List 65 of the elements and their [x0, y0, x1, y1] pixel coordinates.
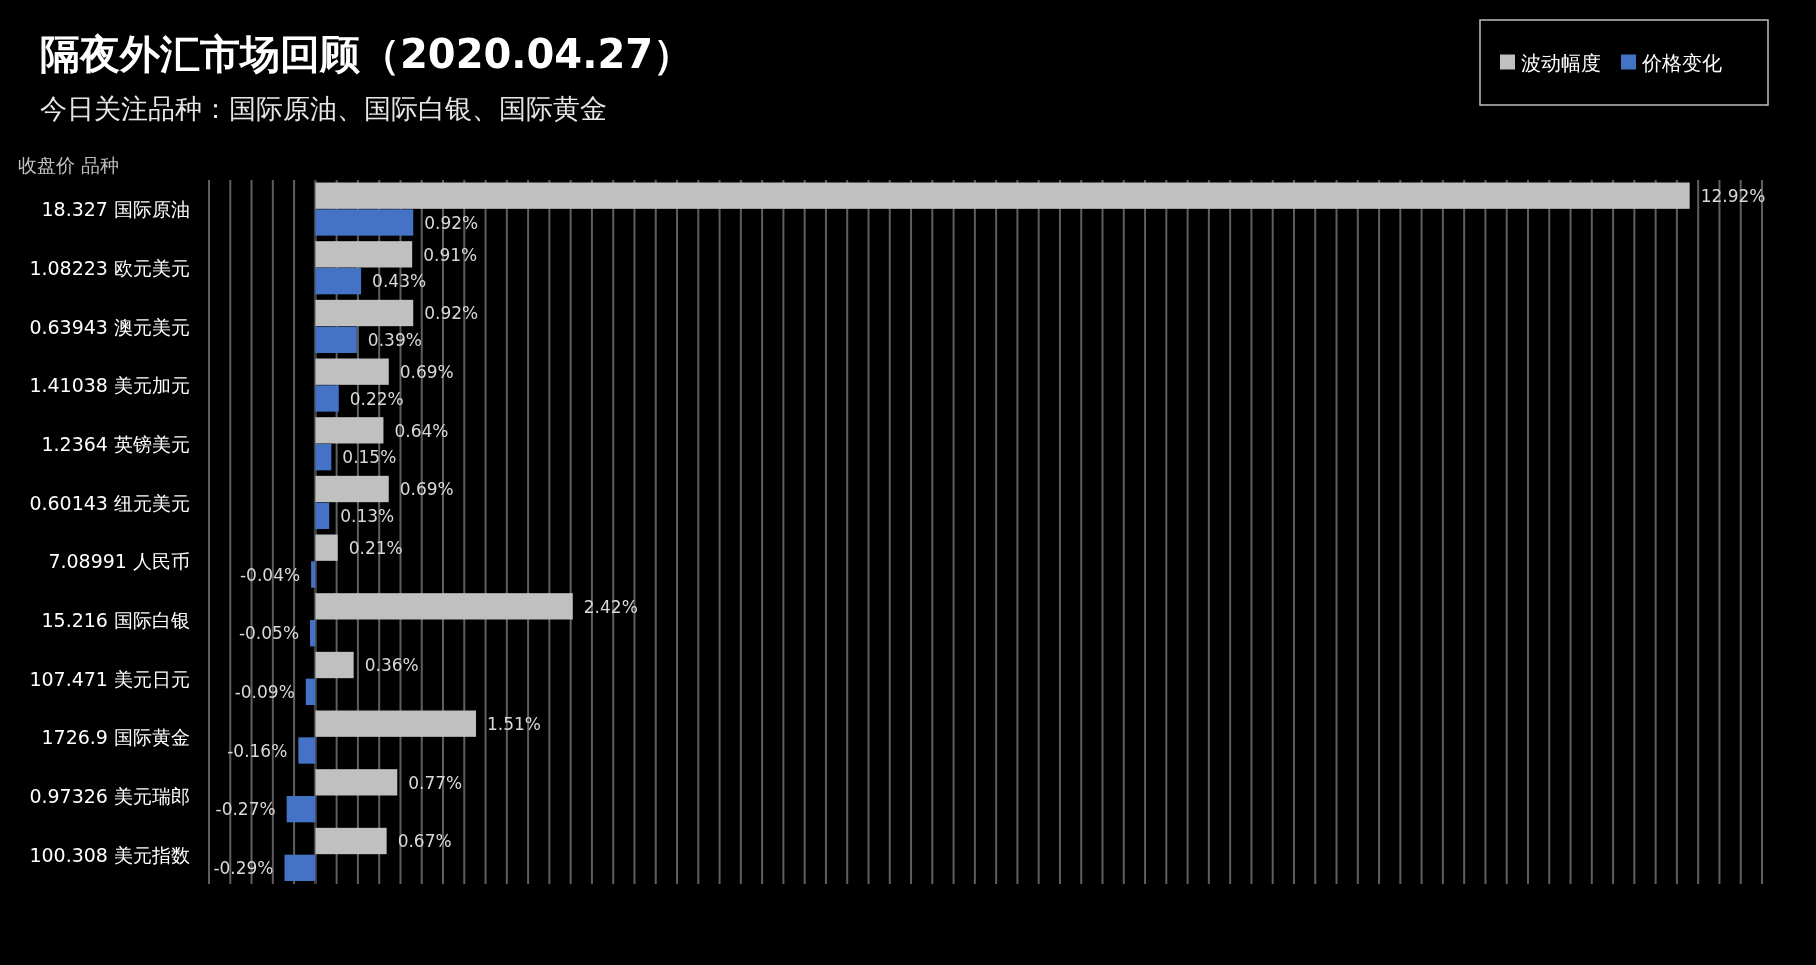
data-label: 0.15% [342, 447, 397, 468]
bar [305, 678, 316, 705]
legend-label: 价格变化 [1641, 50, 1722, 75]
data-label: 0.92% [424, 303, 479, 324]
y-tick-label: 15.216 国际白银 [41, 609, 190, 631]
data-label: -0.04% [239, 564, 301, 585]
data-label: 0.69% [399, 479, 454, 500]
bar [315, 502, 330, 529]
data-label: -0.16% [227, 740, 288, 761]
bar [310, 620, 316, 647]
y-axis-title: 收盘价 品种 [18, 154, 120, 176]
data-label: 1.51% [486, 713, 541, 734]
data-label: 0.21% [348, 537, 403, 558]
data-label: 0.92% [424, 212, 479, 233]
legend-label: 波动幅度 [1521, 50, 1601, 75]
chart-subtitle: 今日关注品种：国际原油、国际白银、国际黄金 [40, 93, 607, 124]
data-label: 0.69% [399, 361, 454, 382]
y-tick-label: 1.41038 美元加元 [29, 374, 190, 397]
bar [315, 358, 389, 385]
data-label: 0.77% [408, 772, 463, 793]
data-label: -0.09% [234, 682, 295, 703]
bar [315, 417, 384, 444]
data-label: 2.42% [583, 596, 638, 617]
bar [315, 268, 362, 295]
y-tick-label: 107.471 美元日元 [29, 667, 190, 690]
bar [284, 854, 316, 881]
data-label: 0.91% [423, 244, 478, 265]
bar [315, 385, 339, 412]
bar [315, 209, 414, 236]
y-tick-label: 1.2364 英镑美元 [41, 433, 190, 455]
bar [315, 182, 1690, 209]
bar [315, 593, 573, 620]
bar [315, 326, 357, 353]
y-tick-label: 7.08991 人民币 [48, 550, 190, 573]
bar [315, 710, 476, 737]
y-tick-label: 18.327 国际原油 [41, 198, 190, 221]
bar [315, 444, 332, 471]
y-tick-label: 0.97326 美元瑞郎 [29, 785, 190, 807]
data-label: 0.43% [372, 271, 427, 292]
y-tick-label: 0.63943 澳元美元 [29, 315, 190, 338]
data-label: -0.27% [215, 799, 276, 820]
bar [315, 475, 389, 503]
data-label: -0.29% [213, 858, 274, 879]
bar [315, 534, 338, 561]
data-label: 12.92% [1700, 185, 1766, 206]
y-tick-label: 100.308 美元指数 [29, 843, 190, 866]
y-tick-label: 1.08223 欧元美元 [29, 257, 190, 279]
data-label: 0.39% [367, 330, 422, 351]
y-tick-label: 1726.9 国际黄金 [41, 726, 190, 749]
data-label: 0.67% [397, 831, 452, 852]
bar [311, 561, 316, 588]
bar [315, 769, 398, 796]
data-label: 0.22% [349, 388, 404, 409]
data-label: 0.13% [340, 506, 395, 527]
bar [315, 299, 414, 327]
bar [315, 651, 354, 679]
data-label: 0.64% [394, 420, 449, 441]
chart-title: 隔夜外汇市场回顾（2020.04.27） [40, 31, 694, 77]
bar [298, 737, 316, 764]
bar [315, 827, 387, 855]
data-label: -0.05% [238, 623, 300, 644]
y-tick-label: 0.60143 纽元美元 [29, 491, 190, 514]
bar [286, 796, 316, 823]
bar [315, 241, 413, 268]
data-label: 0.36% [364, 655, 419, 676]
